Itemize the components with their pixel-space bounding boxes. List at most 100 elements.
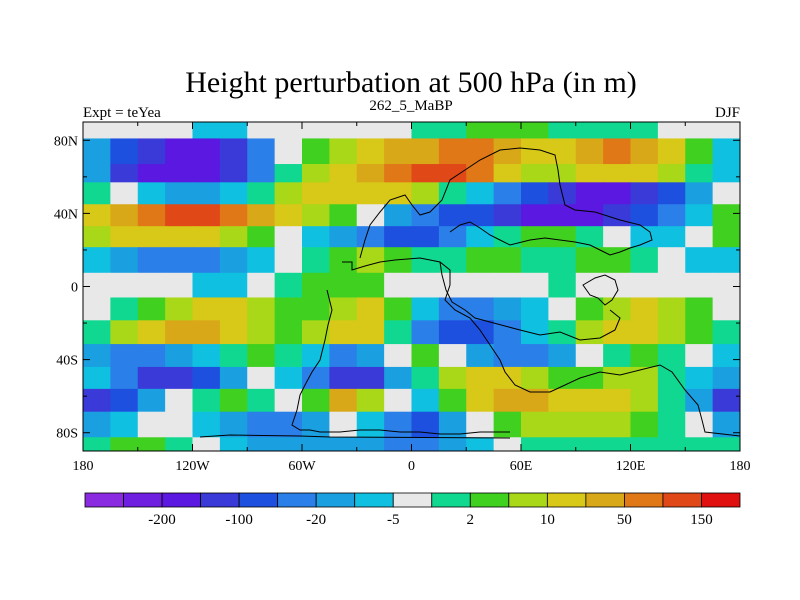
colorbar-label: 50 (617, 512, 632, 528)
field-cell (110, 388, 139, 413)
field-cell (247, 122, 276, 140)
field-cell (219, 182, 248, 205)
field-cell (657, 411, 686, 438)
field-cell (192, 366, 221, 390)
field-cell (712, 437, 740, 451)
colorbar-swatch (585, 492, 625, 508)
field-cell (110, 297, 139, 321)
colorbar-label: -5 (387, 512, 400, 528)
field-cell (657, 182, 686, 205)
field-cell (438, 226, 467, 248)
field-cell (83, 122, 111, 140)
field-cell (137, 437, 166, 451)
colorbar-swatch (315, 492, 356, 508)
field-cell (274, 182, 303, 205)
field-cell (192, 344, 221, 368)
field-cell (110, 204, 139, 227)
field-cell (302, 247, 330, 274)
field-cell (712, 182, 740, 205)
field-cell (712, 164, 740, 183)
field-cell (83, 272, 111, 299)
field-cell (384, 411, 413, 438)
field-cell (274, 366, 303, 390)
colorbar-swatch (701, 492, 741, 508)
field-cell (356, 344, 385, 368)
colorbar-swatch (469, 492, 510, 508)
field-cell (575, 247, 604, 274)
field-cell (137, 122, 166, 140)
field-cell (137, 344, 166, 368)
x-tick-label: 120W (175, 459, 210, 474)
chart-title: Height perturbation at 500 hPa (in m) (185, 66, 637, 99)
field-cell (165, 247, 194, 274)
field-cell (165, 344, 194, 368)
field-cell (329, 247, 358, 274)
field-cell (685, 164, 714, 183)
field-cell (247, 388, 276, 413)
field-cell (356, 388, 385, 413)
field-cell (329, 366, 358, 390)
field-cell (685, 226, 714, 248)
field-cell (302, 297, 330, 321)
field-cell (438, 204, 467, 227)
field-cell (466, 388, 495, 413)
field-cell (575, 437, 604, 451)
field-cell (192, 411, 221, 438)
field-cell (603, 437, 632, 451)
field-cell (192, 320, 221, 345)
field-cell (657, 204, 686, 227)
field-cell (247, 204, 276, 227)
field-cell (575, 344, 604, 368)
field-cell (329, 388, 358, 413)
field-cell (110, 182, 139, 205)
field-cell (630, 182, 659, 205)
field-cell (83, 320, 111, 345)
field-cell (247, 344, 276, 368)
field-cell (219, 437, 248, 451)
field-cell (302, 138, 330, 165)
field-cell (83, 297, 111, 321)
field-cell (438, 388, 467, 413)
field-cell (657, 247, 686, 274)
field-cell (685, 182, 714, 205)
field-cell (192, 164, 221, 183)
field-cell (411, 247, 440, 274)
field-cell (548, 122, 577, 140)
field-cell (657, 297, 686, 321)
colorbar-swatch (238, 492, 279, 508)
field-cell (329, 204, 358, 227)
field-cell (630, 122, 659, 140)
field-cell (356, 226, 385, 248)
colorbar-swatch (354, 492, 394, 508)
field-cell (712, 411, 740, 438)
field-cell (110, 344, 139, 368)
field-cell (438, 182, 467, 205)
field-cell (302, 344, 330, 368)
field-cell (657, 272, 686, 299)
coastline-north-america (199, 434, 511, 439)
field-cell (219, 320, 248, 345)
field-cell (137, 182, 166, 205)
coastline-africa (342, 257, 740, 437)
field-cell (247, 297, 276, 321)
field-cell (165, 272, 194, 299)
field-cell (438, 437, 467, 451)
field-cell (603, 344, 632, 368)
colorbar-swatch (200, 492, 240, 508)
field-cell (712, 272, 740, 299)
field-cell (630, 344, 659, 368)
field-cell (521, 437, 549, 451)
field-cell (466, 320, 495, 345)
field-cell (274, 320, 303, 345)
field-cell (219, 272, 248, 299)
field-cell (165, 366, 194, 390)
field-cell (521, 164, 549, 183)
field-cell (657, 138, 686, 165)
field-cell (521, 320, 549, 345)
y-tick-label: 40N (54, 207, 78, 222)
field-cell (384, 344, 413, 368)
field-cell (219, 297, 248, 321)
field-cell (274, 272, 303, 299)
field-cell (466, 138, 495, 165)
field-cell (384, 272, 413, 299)
